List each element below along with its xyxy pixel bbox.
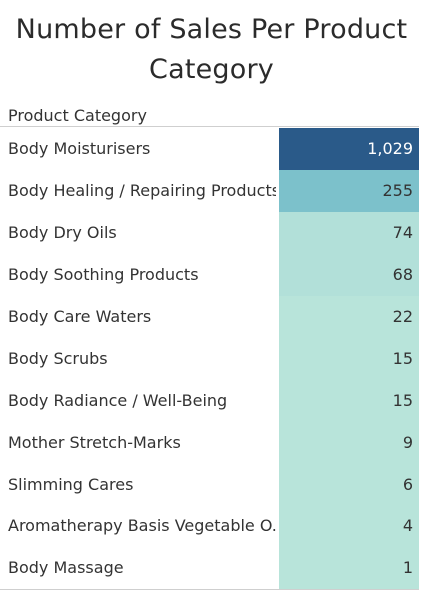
column-header-product-category: Product Category [8,106,147,125]
value-cell: 15 [279,337,419,380]
value-cell: 15 [279,379,419,422]
table-row: Body Radiance / Well-Being 15 [0,379,419,422]
category-label: Body Dry Oils [8,223,117,243]
table-row: Aromatherapy Basis Vegetable O.. 4 [0,505,419,547]
table-row: Body Care Waters 22 [0,295,419,338]
category-label: Slimming Cares [8,474,134,494]
table-row: Mother Stretch-Marks 9 [0,421,419,464]
table-row: Body Soothing Products 68 [0,253,419,296]
category-label: Body Healing / Repairing Products [8,181,276,201]
category-label: Body Care Waters [8,307,152,326]
category-label: Mother Stretch-Marks [8,432,181,452]
category-label: Body Massage [8,558,124,578]
value-cell: 22 [279,295,419,338]
category-label: Aromatherapy Basis Vegetable O.. [8,516,276,536]
table-row: Body Dry Oils 74 [0,211,419,254]
value-cell: 1,029 [279,128,419,170]
table-row: Body Healing / Repairing Products 255 [0,169,419,212]
value-cell: 9 [279,421,419,464]
value-cell: 4 [279,505,419,547]
table-body: Body Moisturisers 1,029 Body Healing / Rep… [0,128,419,589]
header-divider [0,126,419,127]
chart-title: Number of Sales Per Product Category [15,14,408,85]
category-label: Body Moisturisers [8,139,151,159]
value-cell: 68 [279,253,419,296]
value-cell: 74 [279,211,419,254]
value-cell: 1 [279,546,419,589]
category-label: Body Radiance / Well-Being [8,390,228,410]
table-row: Body Scrubs 15 [0,337,419,380]
table-row: Slimming Cares 6 [0,463,419,506]
table-row: Body Massage 1 [0,546,419,589]
category-label: Body Soothing Products [8,265,199,285]
table-row: Body Moisturisers 1,029 [0,128,419,170]
value-cell: 255 [279,169,419,212]
category-label: Body Scrubs [8,348,108,368]
value-cell: 6 [279,463,419,506]
